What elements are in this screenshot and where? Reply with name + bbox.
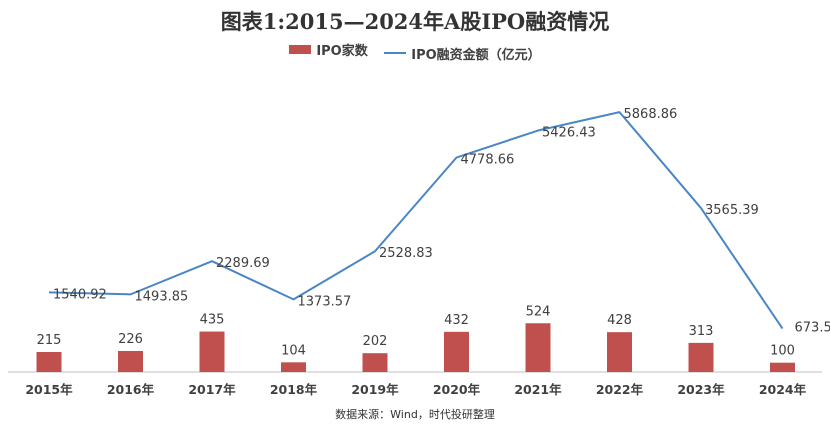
x-tick-label: 2017年 [188, 382, 236, 397]
line-data-label: 1540.92 [53, 287, 107, 302]
legend-swatch-line [384, 52, 407, 54]
bar-data-label: 215 [37, 333, 62, 348]
legend-item-ipo-count: IPO家数 [289, 40, 368, 59]
legend-label-ipo-amount: IPO融资金额（亿元） [411, 47, 541, 63]
line-data-label: 673.53 [795, 321, 830, 336]
x-tick-label: 2019年 [351, 382, 399, 397]
line-data-label: 1373.57 [298, 294, 352, 309]
line-data-label: 5426.43 [542, 126, 596, 141]
source-note: 数据来源：Wind，时代投研整理 [335, 408, 495, 421]
legend-label-ipo-count: IPO家数 [316, 44, 368, 59]
legend-item-ipo-amount: IPO融资金额（亿元） [384, 44, 541, 63]
bar-data-label: 428 [607, 313, 632, 328]
line-data-label: 4778.66 [461, 153, 515, 168]
bar-data-label: 100 [770, 344, 795, 359]
bar-data-label: 524 [526, 304, 551, 319]
x-tick-label: 2020年 [433, 382, 481, 397]
x-tick-label: 2015年 [25, 382, 73, 397]
bar-ipo-count [525, 323, 551, 372]
line-ipo-amount [48, 111, 784, 330]
x-tick-label: 2023年 [677, 382, 725, 397]
x-tick-label: 2018年 [270, 382, 318, 397]
x-tick-label: 2024年 [759, 382, 807, 397]
x-tick-label: 2022年 [596, 382, 644, 397]
legend-swatch-bar [289, 45, 312, 54]
line-data-label: 3565.39 [705, 203, 759, 218]
line-data-label: 5868.86 [624, 107, 678, 122]
bar-ipo-count [607, 332, 632, 372]
line-data-label: 2528.83 [379, 246, 433, 261]
legend: IPO家数 IPO融资金额（亿元） [0, 40, 830, 63]
bar-data-label: 313 [689, 324, 714, 339]
bar-ipo-count [362, 353, 388, 372]
bar-data-label: 202 [363, 334, 388, 349]
line-data-label: 2289.69 [216, 256, 270, 271]
x-tick-label: 2021年 [514, 382, 562, 397]
bar-ipo-count [199, 331, 225, 372]
bar-data-label: 432 [444, 313, 469, 328]
bar-data-label: 435 [200, 313, 225, 328]
bar-data-label: 104 [281, 343, 306, 358]
bar-ipo-count [688, 342, 714, 372]
bar-ipo-count [118, 350, 143, 372]
bar-ipo-count [36, 352, 62, 372]
line-data-label: 1493.85 [135, 289, 189, 304]
bar-ipo-count [770, 362, 795, 372]
x-tick-label: 2016年 [107, 382, 155, 397]
bar-ipo-count [444, 331, 469, 372]
chart-title: 图表1:2015—2024年A股IPO融资情况 [220, 9, 610, 34]
bar-data-label: 226 [118, 332, 143, 347]
bar-ipo-count [281, 362, 306, 372]
